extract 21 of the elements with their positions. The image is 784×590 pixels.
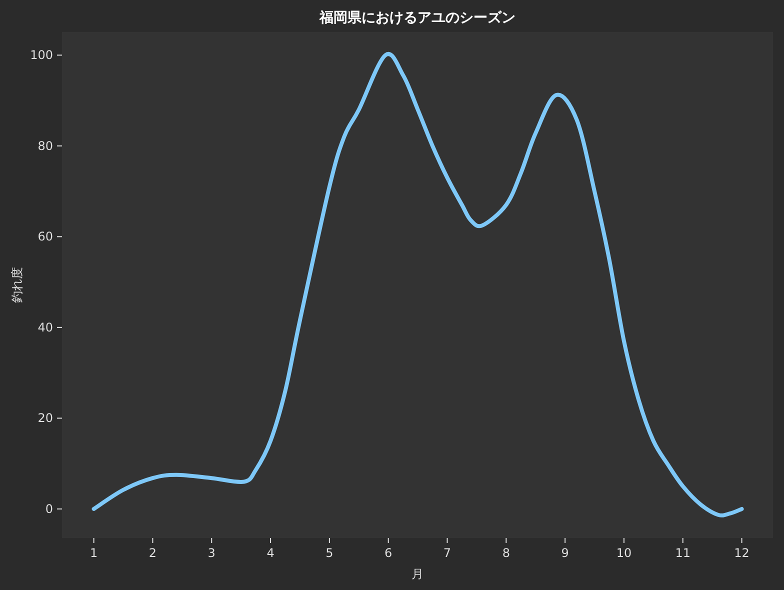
x-tick-label: 4 (266, 546, 274, 560)
chart-title: 福岡県におけるアユのシーズン (318, 9, 516, 26)
y-axis-title: 釣れ度 (10, 267, 24, 303)
x-tick-label: 8 (502, 546, 510, 560)
x-tick-label: 6 (384, 546, 392, 560)
x-axis-title: 月 (412, 567, 424, 581)
y-tick-label: 80 (38, 138, 53, 153)
x-tick-label: 3 (208, 546, 216, 560)
x-tick-label: 11 (675, 546, 691, 560)
y-tick-label: 100 (30, 48, 53, 62)
y-tick-label: 60 (38, 230, 53, 244)
y-tick-label: 0 (45, 502, 53, 516)
x-tick-label: 1 (90, 546, 98, 560)
x-tick-label: 7 (443, 546, 452, 560)
x-tick-label: 10 (616, 546, 632, 560)
x-tick-label: 12 (734, 546, 750, 560)
y-tick-label: 40 (38, 320, 53, 334)
x-tick-label: 5 (326, 546, 334, 560)
x-tick-label: 9 (561, 546, 569, 560)
x-tick-label: 2 (148, 546, 157, 560)
y-tick-label: 20 (38, 411, 53, 426)
